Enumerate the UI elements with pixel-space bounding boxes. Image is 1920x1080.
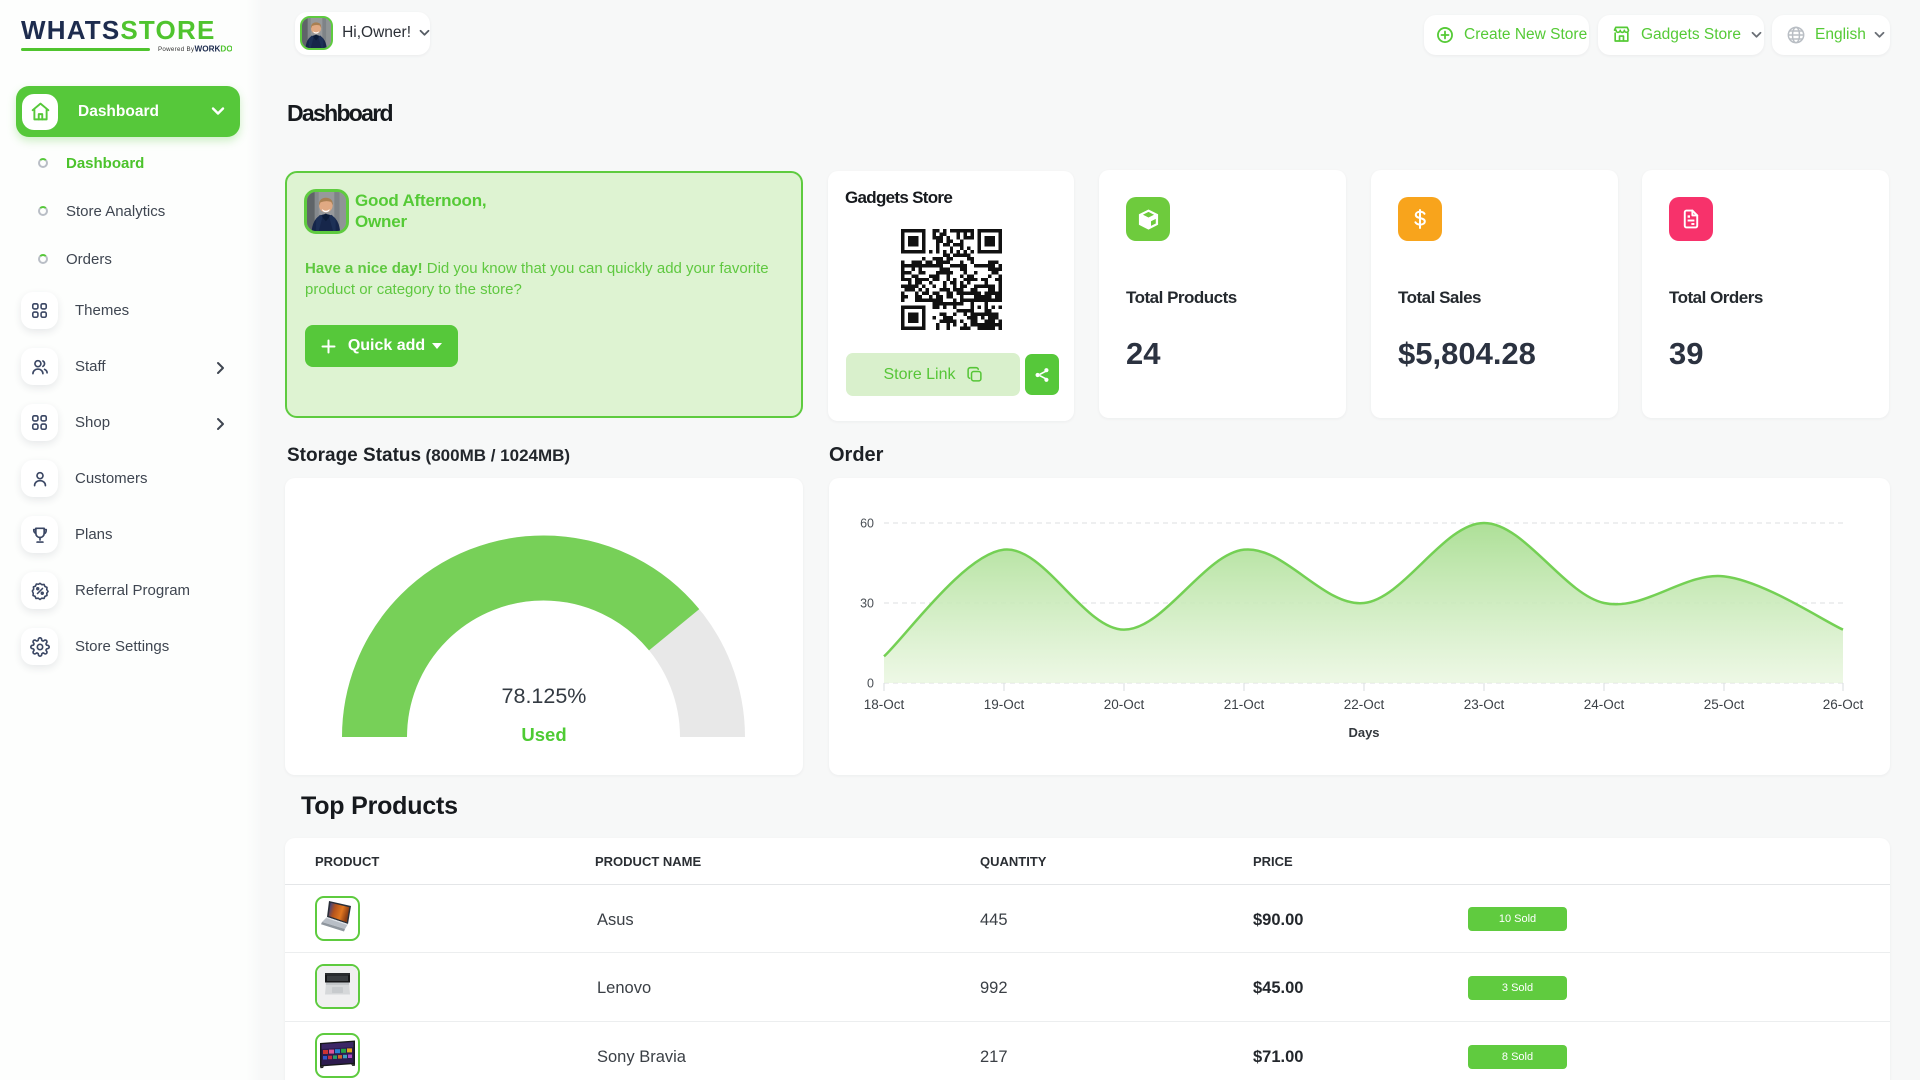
svg-text:30: 30 [860, 597, 874, 611]
svg-text:0: 0 [867, 677, 874, 691]
svg-text:26-Oct: 26-Oct [1823, 697, 1864, 712]
svg-text:22-Oct: 22-Oct [1344, 697, 1385, 712]
svg-text:Days: Days [1348, 725, 1379, 740]
svg-text:23-Oct: 23-Oct [1464, 697, 1505, 712]
svg-text:WORKDO: WORKDO [195, 45, 233, 54]
svg-text:18-Oct: 18-Oct [864, 697, 905, 712]
svg-text:60: 60 [860, 517, 874, 531]
svg-text:21-Oct: 21-Oct [1224, 697, 1265, 712]
svg-text:Powered By: Powered By [158, 46, 195, 53]
svg-text:19-Oct: 19-Oct [984, 697, 1025, 712]
svg-text:20-Oct: 20-Oct [1104, 697, 1145, 712]
svg-text:25-Oct: 25-Oct [1704, 697, 1745, 712]
svg-text:24-Oct: 24-Oct [1584, 697, 1625, 712]
